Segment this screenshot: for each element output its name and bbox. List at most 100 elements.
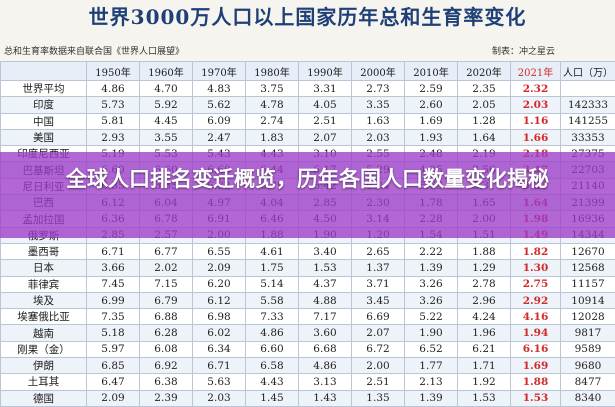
rate-cell: 1.64 bbox=[458, 129, 511, 145]
rate-cell: 2.60 bbox=[405, 97, 458, 113]
rate-cell: 5.92 bbox=[140, 97, 193, 113]
rate-cell: 1.75 bbox=[246, 260, 299, 276]
rate-2021-cell: 1.30 bbox=[511, 260, 561, 276]
rate-cell: 6.92 bbox=[140, 358, 193, 374]
rate-2021-cell: 1.53 bbox=[511, 390, 561, 406]
rate-cell: 6.71 bbox=[193, 358, 246, 374]
rate-cell: 6.34 bbox=[193, 341, 246, 357]
rate-cell: 6.21 bbox=[458, 341, 511, 357]
rate-cell: 7.45 bbox=[87, 276, 140, 292]
rate-cell: 4.05 bbox=[299, 97, 352, 113]
population-cell: 33353 bbox=[561, 129, 615, 145]
rate-cell: 3.13 bbox=[299, 374, 352, 390]
rate-cell: 2.13 bbox=[405, 374, 458, 390]
rate-cell: 3.31 bbox=[299, 81, 352, 97]
rate-cell: 1.83 bbox=[246, 129, 299, 145]
rate-cell: 1.53 bbox=[458, 390, 511, 406]
rate-2021-cell: 2.75 bbox=[511, 276, 561, 292]
rate-cell: 4.86 bbox=[246, 325, 299, 341]
rate-cell: 6.28 bbox=[140, 325, 193, 341]
country-cell: 菲律宾 bbox=[1, 276, 87, 292]
rate-cell: 6.98 bbox=[193, 309, 246, 325]
rate-cell: 6.60 bbox=[246, 341, 299, 357]
rate-cell: 6.88 bbox=[140, 309, 193, 325]
rate-cell: 4.70 bbox=[140, 81, 193, 97]
rate-cell: 6.77 bbox=[140, 243, 193, 259]
population-cell: 142333 bbox=[561, 97, 615, 113]
country-cell: 印度 bbox=[1, 97, 87, 113]
rate-cell: 2.07 bbox=[299, 129, 352, 145]
rate-2021-cell: 1.16 bbox=[511, 113, 561, 129]
rate-cell: 1.96 bbox=[458, 325, 511, 341]
population-cell bbox=[561, 81, 615, 97]
rate-cell: 1.88 bbox=[458, 243, 511, 259]
country-cell: 美国 bbox=[1, 129, 87, 145]
rate-cell: 7.33 bbox=[246, 309, 299, 325]
rate-cell: 7.35 bbox=[87, 309, 140, 325]
country-cell: 土耳其 bbox=[1, 374, 87, 390]
rate-cell: 3.60 bbox=[299, 325, 352, 341]
population-cell: 141255 bbox=[561, 113, 615, 129]
source-note: 总和生育率数据来自联合国《世界人口展望》 bbox=[4, 44, 184, 57]
rate-cell: 5.58 bbox=[246, 292, 299, 308]
rate-cell: 6.20 bbox=[193, 276, 246, 292]
rate-2021-cell: 1.94 bbox=[511, 325, 561, 341]
header-cell-2021: 2021年 bbox=[511, 62, 561, 81]
header-row: 1950年 1960年 1970年 1980年 1990年 2000年 2010… bbox=[1, 62, 615, 81]
header-cell: 2020年 bbox=[458, 62, 511, 81]
rate-cell: 1.39 bbox=[405, 260, 458, 276]
rate-2021-cell: 1.88 bbox=[511, 374, 561, 390]
country-cell: 世界平均 bbox=[1, 81, 87, 97]
rate-cell: 4.61 bbox=[246, 243, 299, 259]
rate-cell: 6.71 bbox=[87, 243, 140, 259]
rate-cell: 6.99 bbox=[87, 292, 140, 308]
rate-cell: 2.73 bbox=[352, 81, 405, 97]
country-cell: 埃及 bbox=[1, 292, 87, 308]
rate-cell: 2.78 bbox=[458, 276, 511, 292]
population-cell: 8340 bbox=[561, 390, 615, 406]
population-cell: 12568 bbox=[561, 260, 615, 276]
rate-cell: 2.07 bbox=[352, 325, 405, 341]
rate-cell: 1.28 bbox=[458, 113, 511, 129]
header-cell: 2010年 bbox=[405, 62, 458, 81]
rate-cell: 3.26 bbox=[405, 276, 458, 292]
rate-cell: 2.39 bbox=[140, 390, 193, 406]
rate-cell: 1.92 bbox=[458, 374, 511, 390]
population-cell: 11157 bbox=[561, 276, 615, 292]
population-cell: 12028 bbox=[561, 309, 615, 325]
rate-cell: 6.69 bbox=[352, 309, 405, 325]
country-cell: 德国 bbox=[1, 390, 87, 406]
rate-cell: 1.45 bbox=[246, 390, 299, 406]
rate-2021-cell: 2.32 bbox=[511, 81, 561, 97]
rate-cell: 1.43 bbox=[299, 390, 352, 406]
rate-cell: 4.88 bbox=[299, 292, 352, 308]
header-cell: 1990年 bbox=[299, 62, 352, 81]
rate-cell: 1.35 bbox=[352, 390, 405, 406]
rate-cell: 2.22 bbox=[405, 243, 458, 259]
rate-cell: 2.00 bbox=[352, 358, 405, 374]
rate-cell: 4.45 bbox=[140, 113, 193, 129]
rate-2021-cell: 2.92 bbox=[511, 292, 561, 308]
country-cell: 伊朗 bbox=[1, 358, 87, 374]
rate-cell: 2.47 bbox=[193, 129, 246, 145]
rate-cell: 5.18 bbox=[87, 325, 140, 341]
rate-cell: 6.12 bbox=[193, 292, 246, 308]
rate-cell: 2.74 bbox=[246, 113, 299, 129]
rate-cell: 6.85 bbox=[87, 358, 140, 374]
rate-cell: 1.93 bbox=[405, 129, 458, 145]
rate-cell: 2.03 bbox=[193, 390, 246, 406]
rate-cell: 3.26 bbox=[405, 292, 458, 308]
page-title: 世界3000万人口以上国家历年总和生育率变化 bbox=[0, 0, 615, 34]
rate-cell: 1.77 bbox=[405, 358, 458, 374]
population-cell: 9680 bbox=[561, 358, 615, 374]
rate-cell: 2.09 bbox=[87, 390, 140, 406]
rate-cell: 1.90 bbox=[405, 325, 458, 341]
rate-cell: 3.40 bbox=[299, 243, 352, 259]
